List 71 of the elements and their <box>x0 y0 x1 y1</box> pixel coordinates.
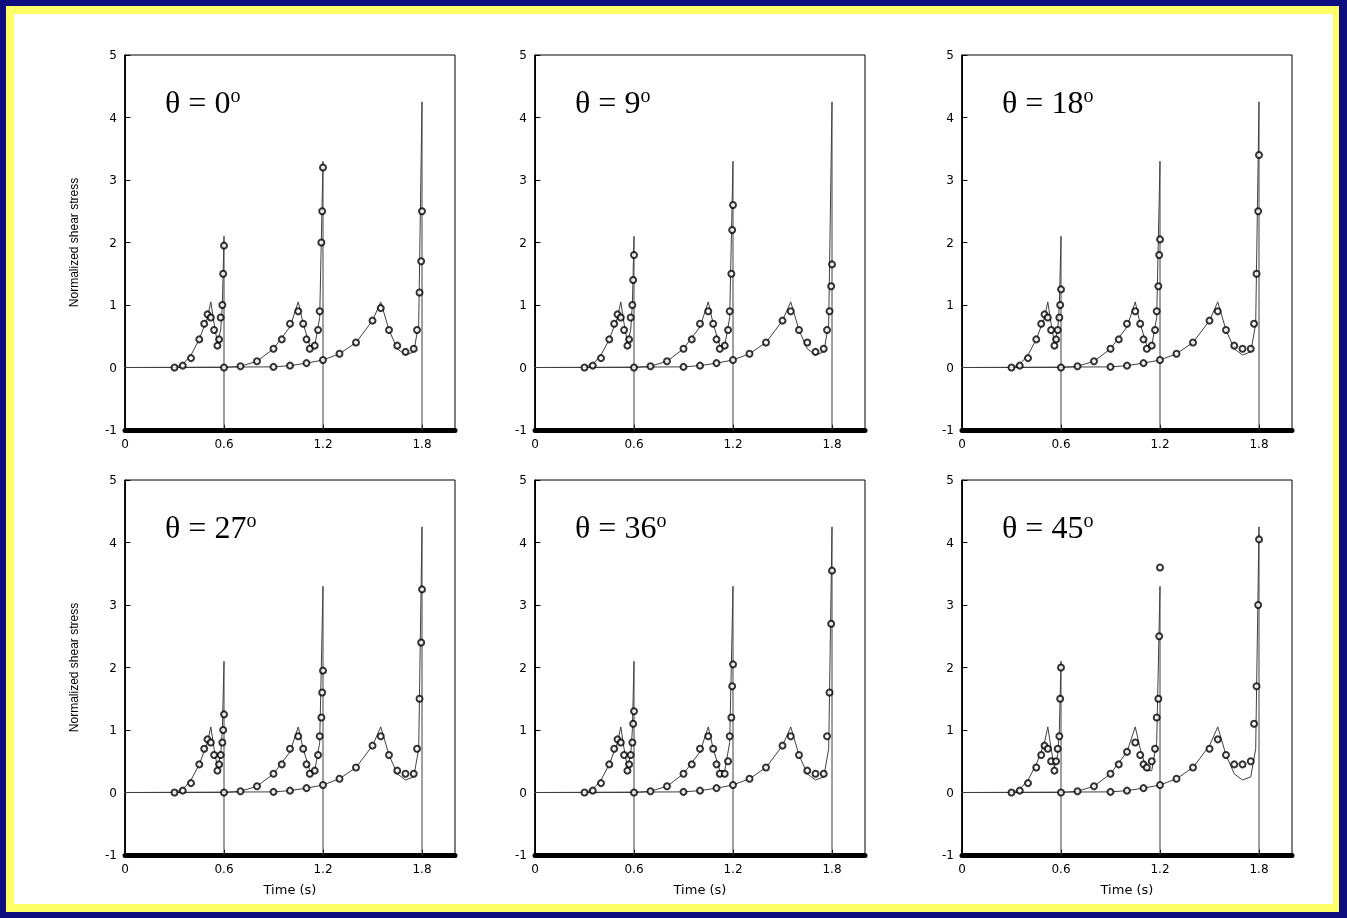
y-tick-label: 4 <box>519 110 527 125</box>
y-tick-label: 1 <box>946 298 954 312</box>
y-tick-label: 4 <box>946 110 954 125</box>
y-tick-label: 2 <box>946 235 954 250</box>
x-tick-label: 1.2 <box>723 437 743 451</box>
x-tick-label: 0.6 <box>624 437 644 451</box>
x-axis-title: Time (s) <box>1099 882 1154 897</box>
x-tick-label: 1.2 <box>313 862 333 876</box>
y-tick-label: 3 <box>946 173 954 187</box>
y-tick-label: -1 <box>942 423 954 437</box>
x-tick-label: 0.6 <box>214 437 234 451</box>
y-axis-title: Normalized shear stress <box>67 177 81 308</box>
y-tick-label: 1 <box>109 298 117 312</box>
x-tick-label: 1.8 <box>1249 862 1269 876</box>
y-tick-label: 3 <box>519 173 527 187</box>
y-tick-label: -1 <box>515 848 527 862</box>
y-tick-label: 1 <box>946 723 954 737</box>
y-tick-label: 0 <box>946 785 954 800</box>
x-tick-label: 0 <box>958 862 966 876</box>
x-tick-label: 0 <box>121 437 129 451</box>
y-tick-label: 0 <box>109 360 117 375</box>
y-tick-label: 1 <box>519 723 527 737</box>
x-tick-label: 0 <box>531 862 539 876</box>
y-tick-label: 0 <box>519 360 527 375</box>
y-tick-label: 0 <box>519 785 527 800</box>
x-tick-label: 1.8 <box>412 862 432 876</box>
y-tick-label: 3 <box>519 598 527 612</box>
y-tick-label: 5 <box>946 473 954 487</box>
x-tick-label: 1.8 <box>412 437 432 451</box>
y-tick-label: 4 <box>109 110 117 125</box>
y-tick-label: 4 <box>946 535 954 550</box>
y-tick-label: 3 <box>109 598 117 612</box>
y-tick-label: 2 <box>109 660 117 675</box>
y-tick-label: 5 <box>519 473 527 487</box>
x-tick-label: 0.6 <box>624 862 644 876</box>
y-tick-label: 4 <box>109 535 117 550</box>
y-tick-label: -1 <box>105 848 117 862</box>
y-tick-label: 3 <box>109 173 117 187</box>
y-tick-label: 2 <box>519 660 527 675</box>
x-tick-label: 0 <box>121 862 129 876</box>
x-tick-label: 1.2 <box>313 437 333 451</box>
x-tick-label: 0 <box>531 437 539 451</box>
x-axis-title: Time (s) <box>672 882 727 897</box>
x-tick-label: 0.6 <box>214 862 234 876</box>
x-tick-label: 1.2 <box>723 862 743 876</box>
y-tick-label: 5 <box>519 48 527 62</box>
y-tick-label: 2 <box>519 235 527 250</box>
y-tick-label: 5 <box>946 48 954 62</box>
y-tick-label: -1 <box>515 423 527 437</box>
x-tick-label: 0.6 <box>1051 862 1071 876</box>
x-tick-label: 1.8 <box>1249 437 1269 451</box>
x-axis-title: Time (s) <box>262 882 317 897</box>
y-tick-label: 5 <box>109 48 117 62</box>
x-tick-label: 1.2 <box>1150 862 1170 876</box>
y-tick-label: 4 <box>519 535 527 550</box>
y-tick-label: 0 <box>109 785 117 800</box>
x-tick-label: 0 <box>958 437 966 451</box>
y-tick-label: -1 <box>942 848 954 862</box>
x-tick-label: 1.8 <box>822 862 842 876</box>
y-tick-label: 5 <box>109 473 117 487</box>
x-tick-label: 1.2 <box>1150 437 1170 451</box>
x-tick-label: 1.8 <box>822 437 842 451</box>
x-tick-label: 0.6 <box>1051 437 1071 451</box>
y-tick-label: 2 <box>946 660 954 675</box>
y-axis-title: Normalized shear stress <box>67 602 81 733</box>
y-tick-label: 1 <box>519 298 527 312</box>
y-tick-label: 3 <box>946 598 954 612</box>
y-tick-label: -1 <box>105 423 117 437</box>
y-tick-label: 2 <box>109 235 117 250</box>
y-tick-label: 1 <box>109 723 117 737</box>
y-tick-label: 0 <box>946 360 954 375</box>
